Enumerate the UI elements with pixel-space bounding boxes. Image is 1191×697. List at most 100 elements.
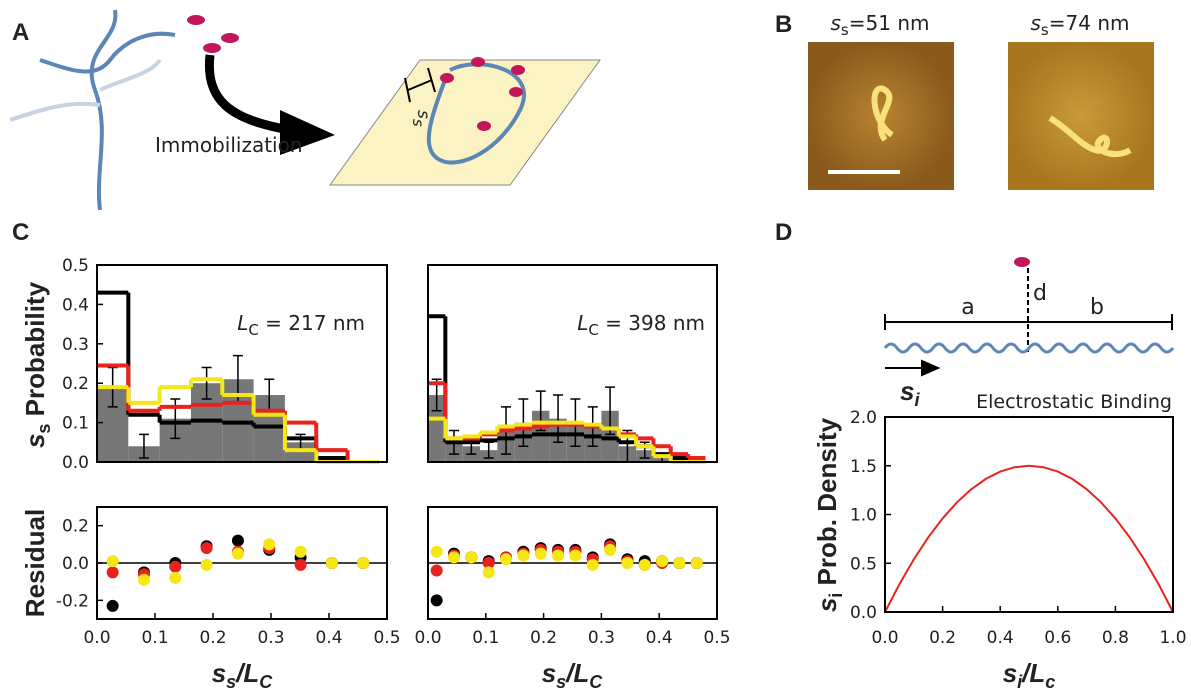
afm-image bbox=[1008, 42, 1154, 190]
residual-point bbox=[294, 558, 307, 571]
x-tick-label: 0.2 bbox=[530, 628, 557, 648]
value: = 217 nm bbox=[259, 311, 365, 335]
symbol: /L bbox=[235, 658, 259, 688]
protein bbox=[477, 121, 491, 131]
error-bar bbox=[138, 433, 149, 459]
protein bbox=[187, 15, 205, 25]
y-tick-label: 0.4 bbox=[62, 295, 89, 315]
y-tick-label: 2.0 bbox=[850, 408, 877, 428]
symbol: s bbox=[1003, 658, 1017, 688]
subscript: C bbox=[588, 321, 598, 339]
x-tick-label: 0.0 bbox=[83, 628, 110, 648]
protein bbox=[471, 57, 485, 67]
residual-point bbox=[621, 557, 634, 569]
subscript: s bbox=[34, 424, 54, 434]
chart-title: Electrostatic Binding bbox=[976, 391, 1172, 413]
symbol: s bbox=[812, 598, 842, 612]
value: =74 nm bbox=[1049, 11, 1130, 35]
arrowhead bbox=[921, 359, 941, 377]
symbol: s bbox=[831, 11, 841, 35]
plot-frame bbox=[427, 506, 718, 620]
residual-point bbox=[231, 547, 244, 560]
residual-point bbox=[200, 558, 213, 571]
x-tick-label: 0.3 bbox=[257, 628, 284, 648]
residual-point bbox=[448, 551, 461, 564]
residual-point bbox=[482, 557, 495, 569]
residual-point bbox=[638, 558, 651, 571]
site-label: d bbox=[1033, 281, 1047, 306]
x-tick-label: 0.1 bbox=[141, 628, 168, 648]
subscript: s bbox=[409, 119, 427, 127]
x-tick-label: 0.6 bbox=[1044, 628, 1071, 648]
dna bbox=[883, 342, 1175, 354]
residual-point bbox=[604, 543, 617, 556]
coordinate-label: si bbox=[900, 376, 920, 410]
residual-point bbox=[106, 566, 119, 579]
protein bbox=[509, 87, 523, 97]
plot-frame bbox=[427, 264, 718, 463]
x-tick-label: 0.5 bbox=[703, 628, 730, 648]
residual-point bbox=[200, 542, 213, 555]
protein bbox=[1014, 257, 1030, 267]
x-axis-label: ss/LC bbox=[212, 658, 274, 692]
y-tick-label: 0.2 bbox=[62, 517, 89, 537]
subscript: i bbox=[1017, 672, 1023, 692]
plot-frame bbox=[884, 416, 1174, 613]
arrowhead bbox=[280, 110, 335, 155]
y-tick-label: 0.0 bbox=[62, 453, 89, 473]
arrow-label: Immobilization bbox=[155, 133, 303, 157]
plot-frame bbox=[96, 264, 388, 463]
residual-point bbox=[169, 571, 182, 584]
value: = 398 nm bbox=[599, 311, 705, 335]
residual-point bbox=[482, 566, 495, 579]
afm-label: ss=74 nm bbox=[1031, 11, 1130, 39]
y-tick-label: 0.1 bbox=[62, 414, 89, 434]
residual-point bbox=[325, 557, 338, 569]
residual-point bbox=[430, 564, 443, 577]
x-tick-label: 0.2 bbox=[199, 628, 226, 648]
panel-label: C bbox=[12, 219, 29, 246]
annotation: LC = 217 nm bbox=[237, 311, 365, 339]
residual-point bbox=[106, 599, 119, 612]
schematic bbox=[9, 9, 601, 211]
protein bbox=[221, 33, 239, 43]
arrow bbox=[204, 54, 291, 135]
dna bbox=[9, 101, 101, 122]
bar bbox=[428, 395, 446, 462]
y-tick-label: 0.5 bbox=[62, 256, 89, 276]
x-tick-label: 0.0 bbox=[871, 628, 898, 648]
spacing-bar bbox=[404, 67, 436, 103]
residual-point bbox=[137, 573, 150, 586]
surface bbox=[329, 59, 601, 186]
symbol: s bbox=[212, 658, 226, 688]
residual-point bbox=[169, 560, 182, 573]
symbol: s bbox=[413, 110, 433, 119]
x-axis-label: si/Lc bbox=[1003, 658, 1056, 692]
residual-point bbox=[500, 553, 513, 566]
afm-label: ss=51 nm bbox=[831, 11, 930, 39]
dna bbox=[99, 58, 162, 92]
x-tick-label: 0.4 bbox=[987, 628, 1014, 648]
x-tick-label: 0.3 bbox=[588, 628, 615, 648]
symbol: s bbox=[20, 434, 50, 448]
panel-label: B bbox=[775, 11, 792, 38]
residual-point bbox=[534, 547, 547, 560]
residual-point bbox=[552, 549, 565, 562]
residual-point bbox=[357, 557, 370, 569]
x-tick-label: 0.8 bbox=[1102, 628, 1129, 648]
subscript: i bbox=[914, 390, 920, 410]
x-tick-label: 0.2 bbox=[929, 628, 956, 648]
subscript: s bbox=[841, 21, 849, 39]
protein bbox=[203, 43, 221, 53]
residual-point bbox=[517, 549, 530, 562]
error-bar bbox=[201, 366, 212, 400]
subscript: s bbox=[556, 672, 566, 692]
x-tick-label: 0.4 bbox=[646, 628, 673, 648]
y-tick-label: 0.3 bbox=[62, 335, 89, 355]
residual-point bbox=[656, 555, 669, 568]
residual-point bbox=[465, 551, 478, 564]
residual-point bbox=[586, 558, 599, 571]
residual-point bbox=[294, 545, 307, 558]
symbol: L bbox=[577, 311, 588, 335]
